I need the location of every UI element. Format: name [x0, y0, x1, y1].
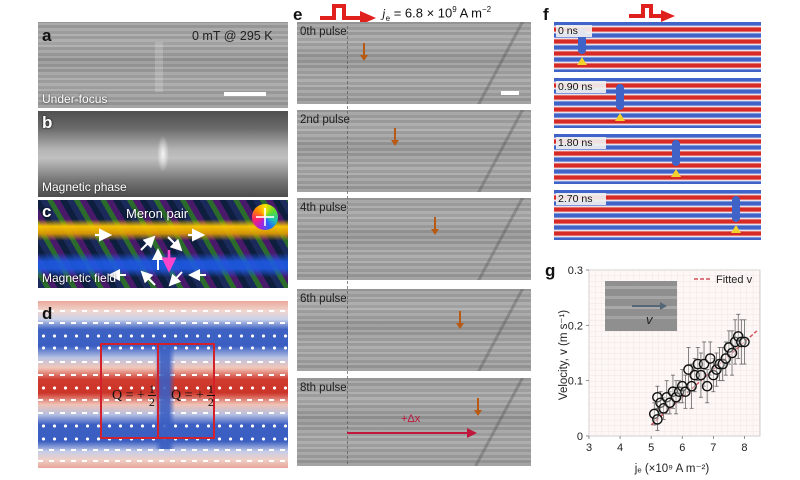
panel-letter-e: e [293, 5, 303, 24]
panel-a-under-focus-image [38, 22, 288, 108]
pulse-frame-8: 8th pulse [297, 378, 531, 466]
current-density-label: je = 6.8 × 109 A m−2 [382, 5, 492, 23]
data-points [648, 313, 750, 431]
svg-text:0: 0 [577, 431, 583, 443]
meron-marker-1 [615, 113, 625, 121]
meron-gap [616, 84, 624, 110]
svg-text:6: 6 [679, 442, 685, 454]
panel-letter-a: a [42, 26, 52, 45]
meron-gap [732, 196, 740, 222]
current-pulse-icon [320, 4, 376, 25]
meron-contrast [155, 42, 163, 92]
meron-position-arrow-4 [431, 217, 439, 235]
meron-gap [578, 28, 586, 54]
fraction: 1 2 [147, 382, 156, 409]
condition-label: 0 mT @ 295 K [192, 29, 273, 43]
left-charge-label: Q = + 1 2 [112, 382, 156, 409]
panel-letter-g: g [545, 261, 556, 280]
pulse-frame-2: 2nd pulse [297, 110, 531, 192]
legend-label: Fitted v [716, 274, 753, 286]
svg-text:4: 4 [617, 442, 623, 454]
panel-c-magnetic-field-image [38, 200, 288, 288]
panel-d-simulation-image: Q = + 1 2 Q = + 1 2 [38, 301, 288, 468]
meron-position-arrow-6 [456, 311, 464, 329]
sim-frame-0.90ns: 0.90 ns [554, 78, 761, 128]
displacement-arrow [347, 428, 477, 438]
x-axis-label: jₑ (×10⁹ A m⁻²) [634, 463, 710, 475]
panel-letter-f: f [543, 5, 549, 24]
fraction: 1 2 [206, 382, 215, 409]
magnetic-phase-caption: Magnetic phase [42, 180, 127, 194]
x-axis: 3 4 5 6 7 8 [586, 436, 748, 454]
sim-frame-2.70ns: 2.70 ns [554, 190, 761, 240]
right-meron-box [157, 343, 215, 439]
y-axis: 0 0.1 0.2 0.3 [568, 265, 589, 443]
svg-text:0.2: 0.2 [568, 320, 583, 332]
central-domain-wall [155, 341, 175, 449]
svg-text:3: 3 [586, 442, 592, 454]
scale-bar [501, 91, 519, 95]
reference-line [347, 26, 348, 464]
inset-image [605, 281, 677, 331]
pulse-frame-6: 6th pulse [297, 289, 531, 371]
pulse-frame-0: 0th pulse [297, 22, 531, 104]
meron-position-arrow-0 [360, 43, 368, 61]
right-charge-label: Q = + 1 2 [171, 382, 215, 409]
under-focus-caption: Under-focus [42, 92, 108, 106]
sim-frame-1.80ns: 1.80 ns [554, 134, 761, 184]
panel-letter-d: d [42, 304, 53, 323]
meron-marker-2 [671, 169, 681, 177]
meron-pair-label: Meron pair [126, 206, 189, 221]
meron-marker-0 [577, 57, 587, 65]
inset-v-label: v [646, 312, 654, 327]
magnetic-field-caption: Magnetic field [42, 271, 117, 285]
meron-position-arrow-2 [391, 128, 399, 146]
panel-letter-c: c [42, 202, 52, 221]
svg-text:0.3: 0.3 [568, 265, 583, 277]
panel-b-magnetic-phase-image [38, 111, 288, 197]
meron-gap [672, 140, 680, 166]
sim-frame-0ns: 0 ns [554, 22, 761, 72]
current-pulse-icon [629, 4, 675, 22]
meron-position-arrow-8 [474, 398, 482, 416]
svg-text:7: 7 [710, 442, 716, 454]
meron-marker-3 [731, 225, 741, 233]
displacement-label: +Δx [401, 413, 421, 425]
svg-text:8: 8 [741, 442, 747, 454]
spin-arrows [95, 228, 206, 287]
pulse-frame-4: 4th pulse [297, 198, 531, 280]
panel-letter-b: b [42, 113, 53, 132]
y-axis-label: Velocity, v (m s⁻¹) [558, 310, 570, 400]
color-wheel-icon [252, 204, 278, 230]
svg-text:5: 5 [648, 442, 654, 454]
scale-bar [224, 92, 266, 96]
svg-text:0.1: 0.1 [568, 376, 583, 388]
